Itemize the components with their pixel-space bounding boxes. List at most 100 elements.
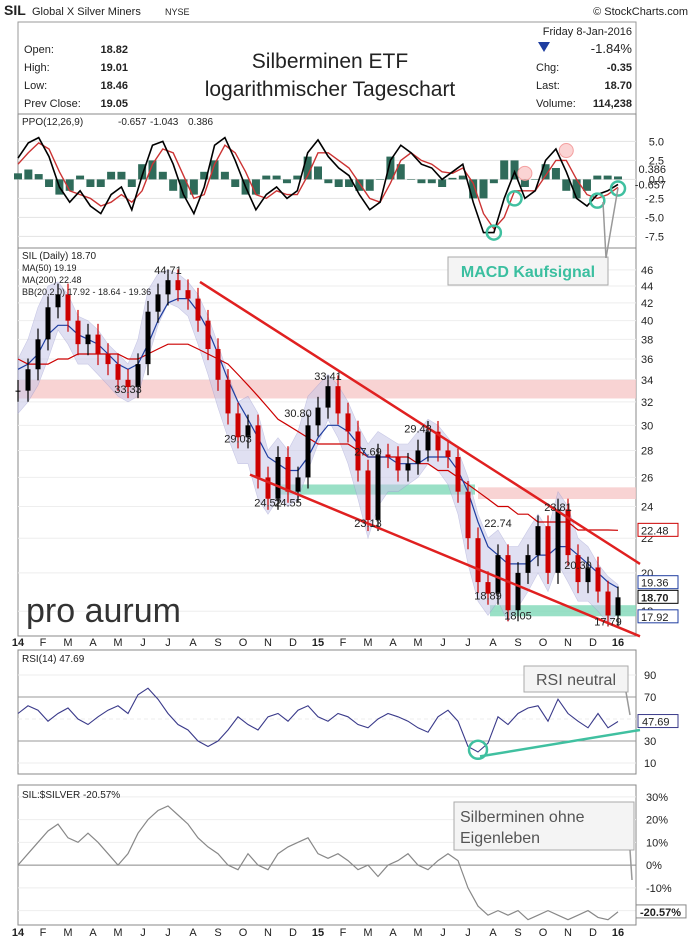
ppo-ytick-label: 5.0 (649, 136, 664, 148)
price-candle-body (515, 572, 521, 611)
x-axis-label: A (389, 637, 397, 649)
price-candle-body (555, 509, 561, 573)
x-axis-label: M (413, 927, 422, 939)
x-axis-label: D (289, 927, 297, 939)
ppo-hist-last-label: 0.386 (638, 164, 666, 176)
x-axis-label: J (440, 927, 446, 939)
price-candle-body (245, 425, 251, 438)
ratio-last-box (635, 904, 687, 919)
price-candle-body (475, 538, 481, 583)
price-candle-body (565, 509, 571, 556)
price-candle-body (465, 491, 471, 539)
price-candle-body (315, 407, 321, 426)
price-candle-body (175, 280, 181, 291)
price-annotation: 44.71 (154, 265, 182, 277)
price-candle-body (395, 457, 401, 471)
open-value: 18.82 (100, 44, 128, 56)
x-axis-label: A (489, 927, 497, 939)
ppo-histogram-bar (334, 179, 343, 187)
ppo-histogram-bar (45, 179, 54, 187)
x-axis-label: D (589, 637, 597, 649)
x-axis-label: F (40, 927, 47, 939)
ppo-histogram-bar (355, 179, 364, 191)
price-candle-body (385, 454, 391, 458)
x-axis-label: M (363, 637, 372, 649)
x-axis-label: N (264, 927, 272, 939)
x-axis-label: 15 (312, 927, 324, 939)
ppo-histogram-bar (262, 175, 271, 180)
price-annotation: 30.80 (284, 408, 312, 420)
price-candle-body (185, 290, 191, 299)
price-candle-body (235, 413, 241, 438)
x-axis-label: M (63, 637, 72, 649)
x-axis-label: J (165, 927, 171, 939)
ppo-histogram-bar (365, 179, 374, 191)
ppo-legend-signal: -1.043 (150, 117, 179, 128)
rsi-last-box (637, 714, 679, 729)
ratio-legend-label: SIL:$SILVER -20.57% (22, 790, 120, 801)
ppo-histogram-bar (148, 160, 157, 180)
x-axis-label: M (63, 927, 72, 939)
ppo-sell-signal-marker (517, 165, 533, 181)
price-candle-body (575, 555, 581, 583)
price-candle-body (205, 320, 211, 350)
x-axis-label: 14 (12, 927, 25, 939)
ppo-last-value-label: -0.657 (635, 179, 666, 191)
ppo-histogram-bar (293, 175, 302, 180)
price-candle-body (155, 294, 161, 312)
price-annotation: 22.74 (484, 518, 512, 530)
price-right-label-box (637, 575, 679, 590)
price-candle-body (345, 413, 351, 432)
x-axis-label: A (89, 927, 97, 939)
ppo-histogram-bar (65, 179, 74, 191)
x-axis-label: M (413, 637, 422, 649)
price-annotation: 29.03 (224, 434, 252, 446)
x-axis-label: A (189, 927, 197, 939)
x-axis-label: A (89, 637, 97, 649)
rsi-last-label: 47.69 (642, 717, 670, 729)
price-candle-body (165, 280, 171, 295)
volume-value: 114,238 (593, 98, 632, 110)
x-axis-label: M (113, 637, 122, 649)
ppo-histogram-bar (200, 171, 209, 180)
x-axis-label: D (589, 927, 597, 939)
ppo-histogram-bar (345, 179, 354, 187)
price-candle-body (15, 390, 21, 392)
bb-legend: BB(20,2.0) 17.92 - 18.64 - 19.36 (22, 287, 151, 297)
ratio-ytick-label: -10% (646, 883, 672, 895)
ppo-ytick-label: -2.5 (645, 193, 664, 205)
price-right-label-box (637, 589, 679, 604)
ppo-histogram-bar (76, 175, 85, 180)
ppo-histogram-bar (210, 160, 219, 180)
ppo-buy-signal-marker (485, 224, 503, 241)
macd-callout-text: MACD Kaufsignal (461, 264, 595, 281)
price-annotation: 18.89 (474, 590, 502, 602)
rsi-legend-label: RSI(14) 47.69 (22, 654, 85, 665)
ratio-ytick-label: 20% (646, 815, 668, 827)
price-candle-body (65, 294, 71, 321)
x-axis-label: F (40, 637, 47, 649)
x-axis-label: J (465, 637, 471, 649)
x-axis-label: J (140, 637, 146, 649)
ppo-histogram-bar (34, 174, 43, 180)
price-ytick-label: 28 (641, 445, 653, 457)
price-candle-body (215, 349, 221, 380)
low-value: 18.46 (100, 80, 128, 92)
price-right-label: 22.48 (641, 525, 669, 537)
price-candle-body (405, 463, 411, 471)
x-axis-label: N (564, 637, 572, 649)
high-label: High: (24, 62, 50, 74)
price-right-label-box (637, 609, 679, 624)
ppo-histogram-bar (251, 179, 260, 195)
symbol: SIL (4, 2, 26, 18)
ppo-histogram-bar (117, 171, 126, 180)
price-annotation: 24.55 (274, 498, 302, 510)
price-ytick-label: 30 (641, 420, 653, 432)
price-candle-body (525, 555, 531, 573)
support-zone-2016 (490, 605, 636, 617)
price-ytick-label: 44 (641, 281, 653, 293)
ratio-last-label: -20.57% (640, 907, 681, 919)
x-axis-label: S (214, 927, 221, 939)
rsi-ytick-label: 30 (644, 736, 656, 748)
